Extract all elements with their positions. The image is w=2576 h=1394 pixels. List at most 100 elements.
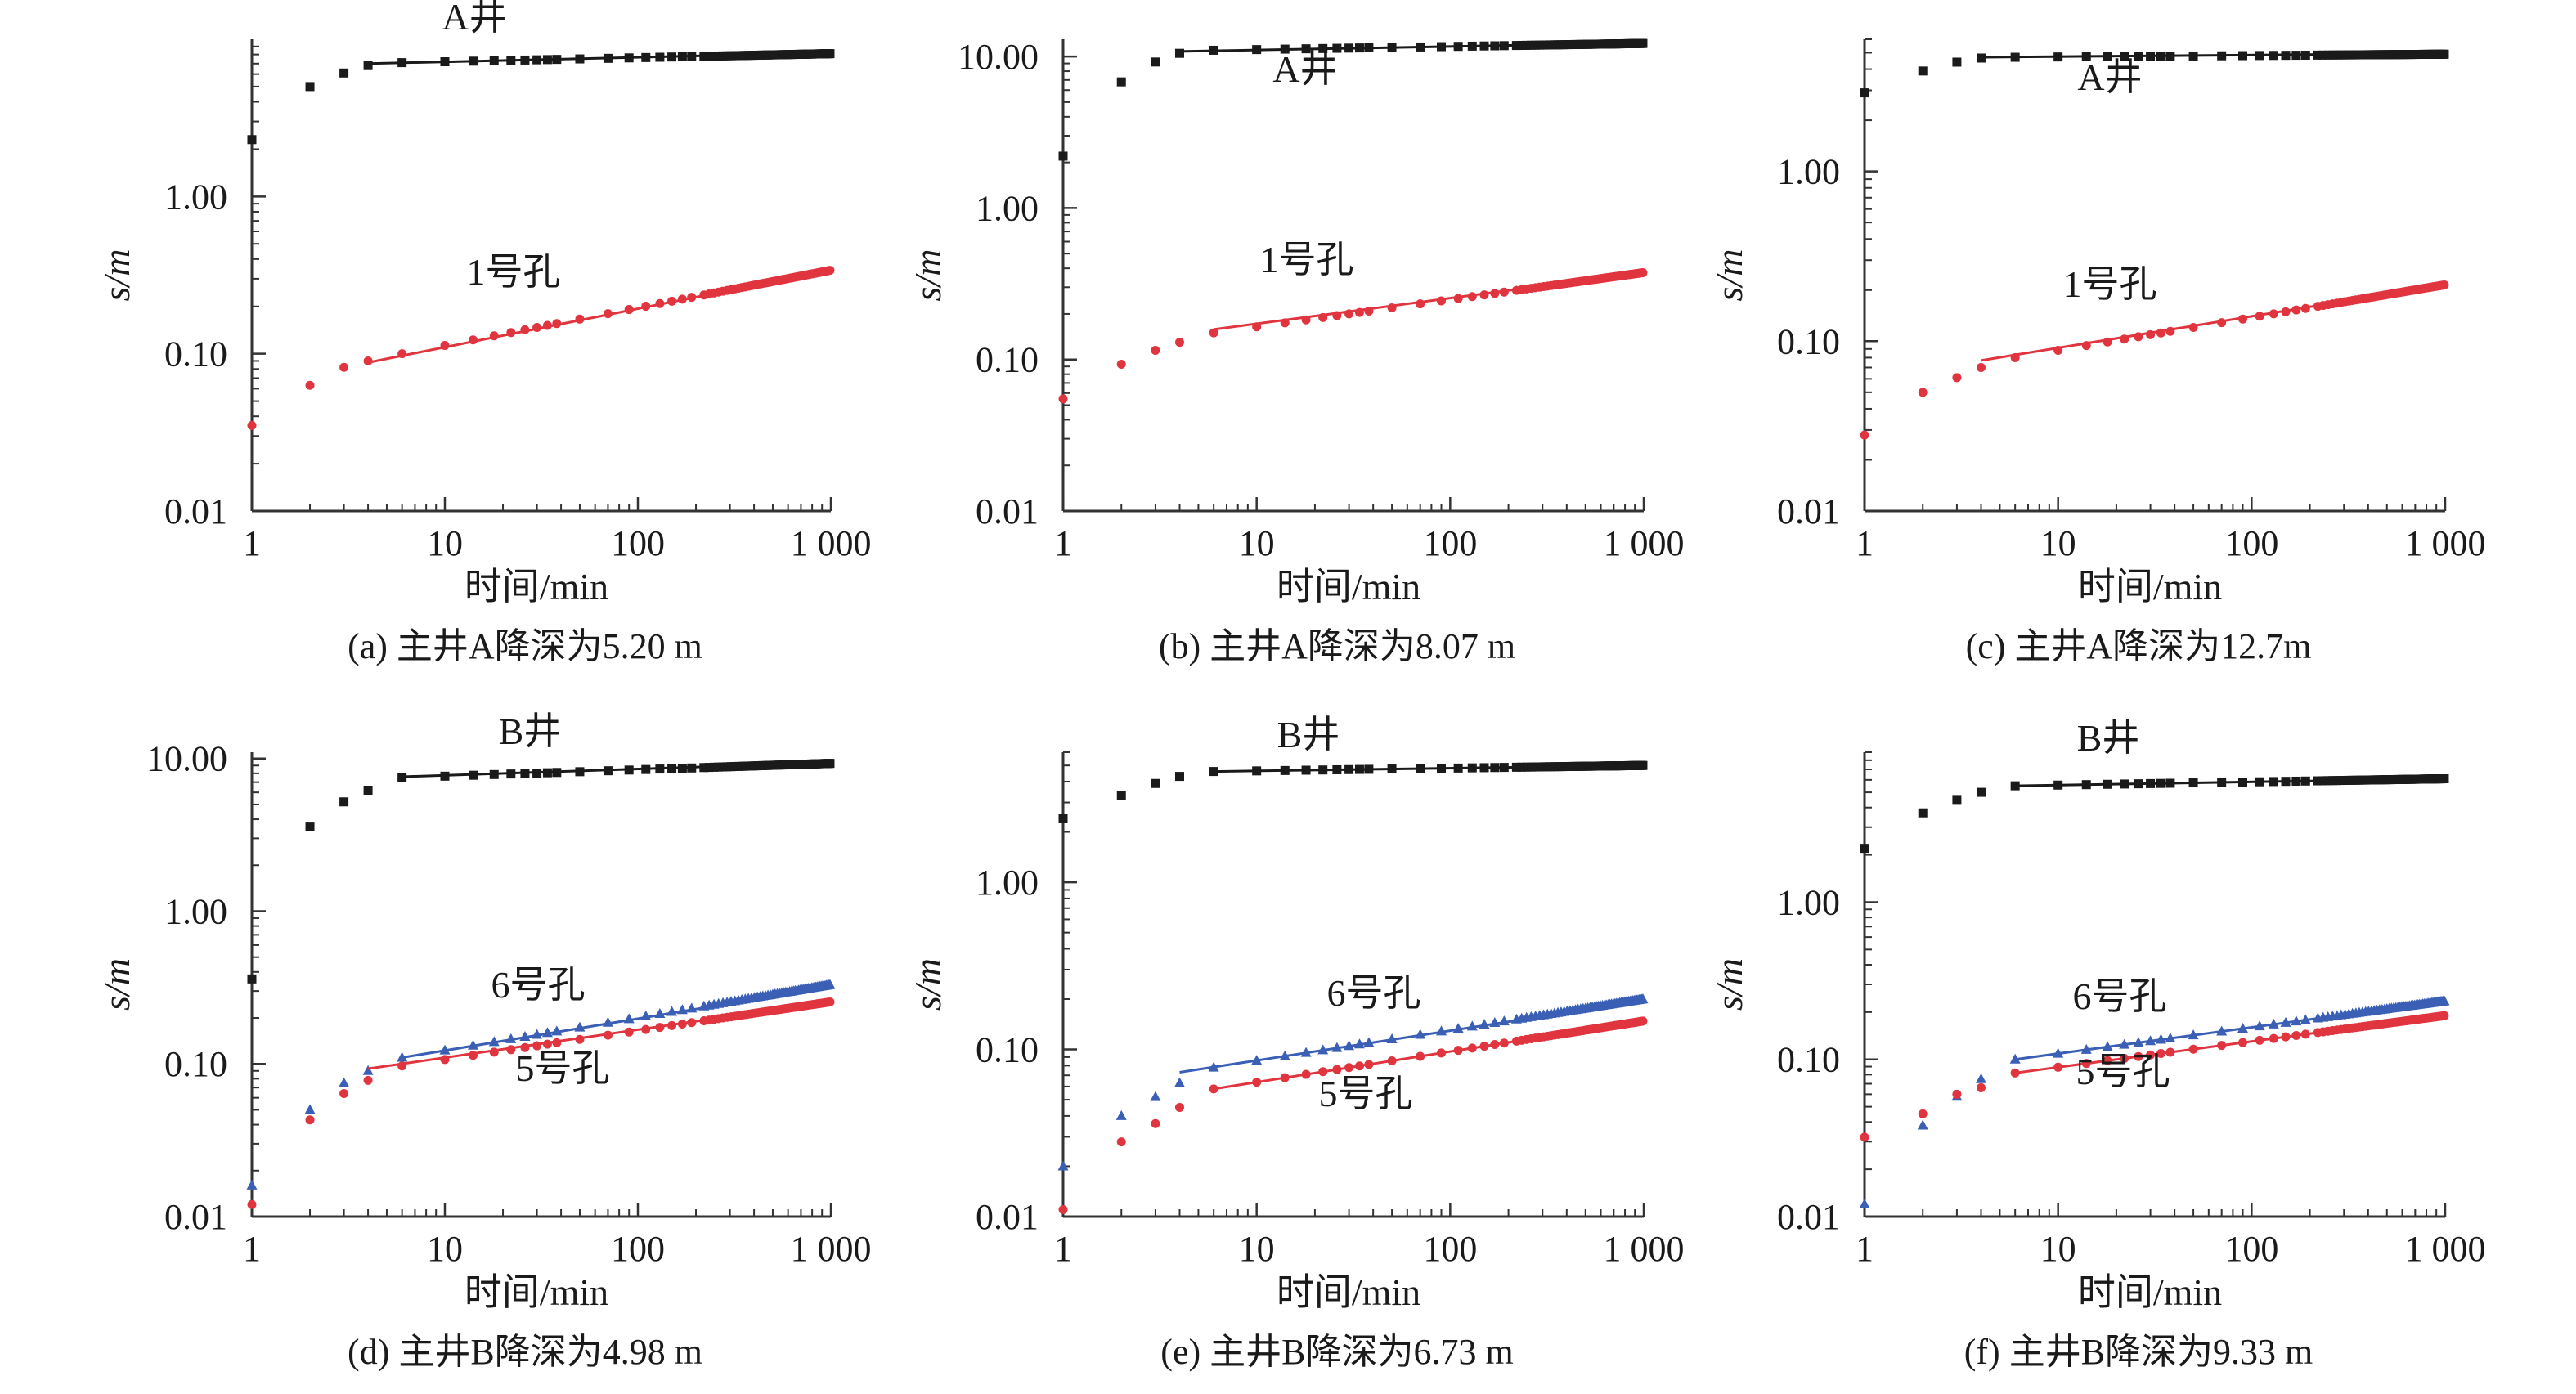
data-point [825,997,835,1006]
data-point [488,1036,500,1047]
x-axis-title: 时间/min [1277,566,1420,607]
series-A井: A井 [1058,38,1648,161]
y-tick-label: 0.01 [1777,491,1840,531]
data-point [2300,1029,2310,1039]
data-point [1354,307,1364,317]
data-point [2156,778,2165,788]
x-tick-label: 1 000 [2405,1229,2486,1269]
data-point [1416,42,1425,52]
data-point [1860,1132,1869,1142]
data-point [2053,346,2063,356]
data-point [1318,43,1328,53]
data-point [542,320,552,330]
data-point [1363,1037,1375,1047]
data-point [1976,787,1986,797]
data-point [1453,763,1463,773]
series-label: 1号孔 [467,251,561,293]
data-point [1479,1042,1489,1051]
data-point [363,1075,373,1085]
data-point [2103,337,2112,347]
data-point [440,1055,450,1065]
data-point [1467,763,1477,773]
data-point [1416,764,1425,773]
x-tick-label: 10 [1239,1229,1275,1269]
x-tick-label: 100 [1423,523,1477,563]
x-tick-label: 1 [1054,523,1072,563]
data-point [2156,1049,2165,1059]
data-point [2217,778,2227,787]
data-point [2080,1043,2092,1054]
data-point [2010,52,2020,62]
data-point [532,323,542,333]
data-point [1317,1044,1329,1055]
x-axis-title: 时间/min [2078,1271,2222,1313]
data-point [2216,1025,2228,1036]
data-point [440,340,450,350]
series-label: A井 [442,0,506,38]
data-point [552,55,562,65]
data-point [2134,332,2143,342]
data-point [2217,51,2227,61]
data-point [2134,779,2143,789]
data-point [1918,66,1928,76]
data-point [709,762,719,772]
y-tick-label: 1.00 [976,863,1039,903]
chart-panel-f: 1 10 100 1 000 0.01 0.10 1.00 时间/min s/m (f) 主井B降… [1708,717,2486,1372]
y-tick-label: 0.10 [1777,321,1840,361]
data-point [2053,780,2063,790]
data-point [1479,290,1489,300]
data-point [2255,51,2264,61]
x-tick-label: 10 [2040,1229,2076,1269]
data-point [1174,772,1184,782]
data-point [2134,52,2143,61]
data-point [603,53,613,63]
data-point [1364,43,1374,52]
data-point [2081,1059,2091,1069]
data-point [709,52,719,61]
data-point [542,768,552,778]
x-tick-label: 1 000 [2405,523,2486,563]
data-point [1353,1038,1365,1049]
x-tick-label: 1 [1054,1229,1072,1269]
data-point [1279,1050,1290,1060]
data-point [1209,328,1218,338]
data-point [603,309,613,319]
chart-panel-d: 1 10 100 1 000 0.01 0.10 1.00 10.00 时间/min s/m (d)… [96,710,872,1372]
data-point [1344,43,1354,53]
data-point [2300,1014,2311,1024]
data-point [339,362,349,372]
data-point [1116,791,1126,800]
data-point [247,135,257,145]
data-point [247,974,257,984]
data-point [2120,779,2129,789]
data-point [2081,341,2091,351]
data-point [2010,352,2020,362]
data-point [246,1179,258,1190]
data-point [467,1039,478,1050]
data-point [2145,1035,2156,1046]
y-tick-label: 0.01 [164,1197,227,1237]
data-point [2120,52,2129,61]
data-point [2313,50,2322,60]
data-point [677,764,687,773]
y-tick-label: 0.10 [976,1030,1039,1070]
data-point [2439,773,2449,783]
series-label: B井 [499,710,562,752]
series-label: B井 [2077,717,2140,759]
y-tick-label: 10.00 [958,37,1039,77]
series-label: 5号孔 [1319,1073,1413,1114]
x-tick-label: 1 000 [1604,523,1685,563]
chart-panel-c: 1 10 100 1 000 0.01 0.10 1.00 时间/min s/m (c) 主井A降… [1708,38,2486,666]
data-point [2269,777,2278,787]
data-point [2281,1032,2291,1042]
data-point [2323,50,2333,60]
data-point [1332,764,1342,774]
data-point [1116,77,1126,87]
data-point [2439,280,2449,289]
data-point [1499,287,1509,297]
data-point [1522,762,1532,772]
data-point [1976,53,1986,63]
series-label: A井 [1272,48,1337,90]
y-tick-label: 1.00 [164,177,227,217]
data-point [1174,1077,1185,1087]
